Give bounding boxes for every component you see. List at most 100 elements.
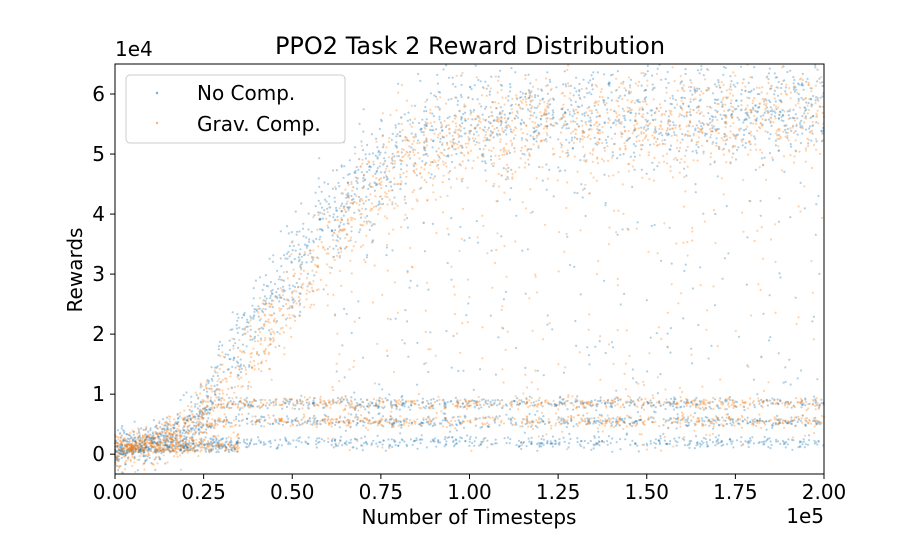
data-point	[530, 442, 533, 445]
data-point	[492, 165, 495, 168]
data-point	[627, 76, 630, 79]
data-point	[455, 442, 458, 445]
data-point	[346, 401, 349, 404]
data-point	[746, 422, 749, 425]
data-point	[519, 149, 523, 152]
data-point	[407, 355, 410, 358]
data-point	[566, 108, 570, 111]
data-point	[447, 98, 450, 101]
data-point	[315, 237, 318, 240]
data-point	[496, 118, 499, 121]
data-point	[359, 398, 362, 401]
data-point	[746, 104, 749, 107]
data-point	[416, 383, 419, 386]
data-point	[599, 400, 602, 403]
data-point	[529, 82, 532, 85]
data-point	[587, 442, 590, 445]
data-point	[400, 116, 403, 119]
data-point	[201, 407, 205, 410]
data-point	[287, 250, 290, 253]
data-point	[281, 423, 284, 426]
data-point	[747, 81, 750, 84]
data-point	[382, 163, 385, 166]
data-point	[233, 338, 236, 341]
data-point	[678, 112, 682, 115]
data-point	[207, 417, 210, 420]
data-point	[209, 400, 212, 403]
data-point	[271, 260, 275, 263]
data-point	[179, 411, 182, 415]
data-point	[528, 440, 531, 443]
data-point	[216, 380, 219, 383]
data-point	[608, 81, 611, 84]
data-point	[636, 411, 640, 414]
data-point	[253, 337, 256, 340]
data-point	[581, 135, 584, 138]
data-point	[772, 121, 775, 124]
data-point	[307, 228, 310, 231]
data-point	[312, 239, 315, 242]
data-point	[284, 318, 288, 321]
data-point	[225, 416, 228, 419]
data-point	[722, 443, 725, 446]
data-point	[369, 193, 372, 196]
data-point	[468, 440, 471, 443]
data-point	[510, 144, 513, 147]
data-point	[300, 394, 303, 397]
data-point	[466, 434, 469, 437]
data-point	[228, 348, 231, 352]
data-point	[670, 110, 673, 113]
data-point	[446, 194, 449, 197]
data-point	[500, 117, 503, 120]
data-point	[247, 381, 250, 384]
data-point	[654, 125, 657, 128]
data-point	[527, 73, 530, 76]
data-point	[335, 239, 338, 242]
data-point	[778, 99, 781, 102]
data-point	[747, 114, 750, 117]
data-point	[635, 420, 639, 423]
data-point	[607, 435, 611, 438]
data-point	[331, 187, 334, 190]
data-point	[505, 151, 508, 154]
data-point	[744, 117, 747, 120]
data-point	[603, 402, 607, 405]
data-point	[400, 162, 403, 165]
data-point	[204, 436, 207, 439]
data-point	[297, 440, 300, 443]
data-point	[637, 84, 640, 87]
data-point	[426, 98, 429, 101]
data-point	[658, 442, 661, 446]
data-point	[304, 440, 307, 443]
data-point	[714, 109, 717, 112]
data-point	[676, 89, 679, 92]
data-point	[608, 84, 611, 87]
data-point	[801, 115, 804, 118]
data-point	[672, 97, 675, 100]
data-point	[596, 127, 599, 131]
data-point	[725, 96, 728, 99]
data-point	[732, 71, 735, 74]
data-point	[762, 114, 765, 117]
data-point	[646, 119, 650, 122]
data-point	[758, 441, 761, 444]
data-point	[766, 404, 770, 407]
data-point	[532, 126, 535, 129]
data-point	[499, 119, 502, 122]
data-point	[597, 103, 600, 106]
data-point	[694, 97, 697, 100]
data-point	[270, 299, 273, 302]
data-point	[722, 65, 726, 69]
data-point	[639, 144, 642, 147]
data-point	[684, 418, 687, 421]
data-point	[796, 117, 799, 120]
data-point	[609, 108, 612, 111]
data-point	[580, 183, 583, 186]
data-point	[683, 444, 687, 447]
data-point	[371, 416, 374, 419]
data-point	[672, 408, 676, 411]
data-point	[777, 352, 780, 355]
data-point	[545, 120, 548, 123]
data-point	[355, 413, 358, 416]
data-point	[381, 415, 385, 418]
